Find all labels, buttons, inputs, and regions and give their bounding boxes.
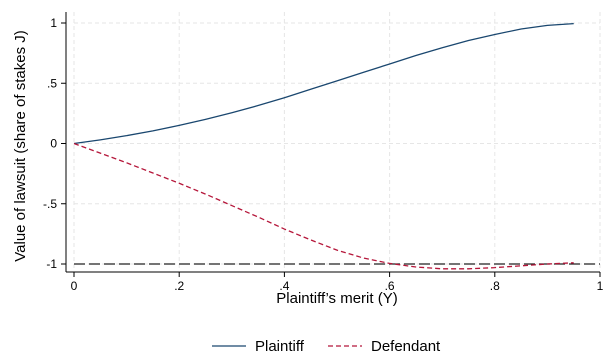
x-tick-label: 1 — [597, 279, 604, 293]
x-tick-label: .6 — [385, 279, 395, 293]
series-line-plaintiff — [73, 22, 574, 145]
legend: Plaintiff Defendant — [212, 338, 441, 355]
y-tick-label: .5 — [47, 76, 57, 90]
x-axis-title: Plaintiff’s merit (Y) — [276, 290, 397, 307]
series-line-defendant — [73, 142, 574, 270]
legend-label-plaintiff: Plaintiff — [255, 338, 305, 355]
x-tick-label: 0 — [71, 279, 78, 293]
grid — [73, 12, 601, 270]
y-tick-label: 0 — [50, 137, 57, 151]
y-tick-label: -1 — [46, 257, 57, 271]
x-tick-label: .8 — [490, 279, 500, 293]
series-group — [73, 22, 574, 270]
y-axis-title: Value of lawsuit (share of stakes J) — [12, 30, 29, 262]
y-tick-label: 1 — [50, 16, 57, 30]
x-tick-label: .4 — [279, 279, 289, 293]
axes: -1 -.5 0 .5 1 0 .2 .4 .6 .8 1 — [43, 12, 604, 293]
y-tick-label: -.5 — [43, 197, 57, 211]
legend-label-defendant: Defendant — [371, 338, 441, 355]
x-tick-label: .2 — [174, 279, 184, 293]
